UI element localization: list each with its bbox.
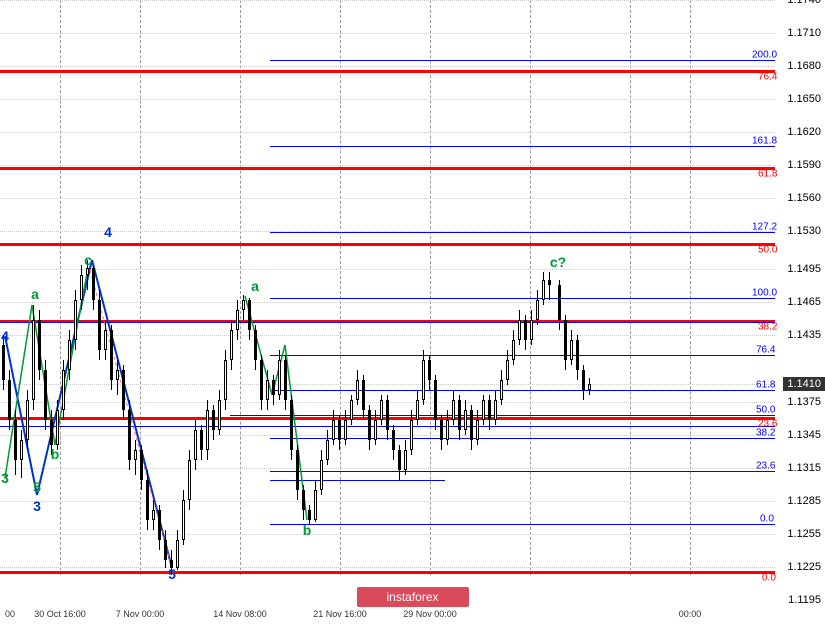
wave-label: 5 bbox=[168, 566, 176, 582]
fib-blue-label: 200.0 bbox=[752, 50, 777, 61]
chart-container: 43a53bc45abc? 76.461.850.038.223.60.0200… bbox=[0, 0, 825, 625]
fib-blue-label: 38.2 bbox=[756, 428, 775, 439]
wave-label: c? bbox=[550, 254, 566, 270]
plot-area: 43a53bc45abc? 76.461.850.038.223.60.0200… bbox=[0, 0, 775, 600]
y-tick-label: 1.1495 bbox=[787, 263, 821, 275]
fib-blue-label: 50.0 bbox=[756, 405, 775, 416]
y-tick-label: 1.1225 bbox=[787, 561, 821, 573]
fib-blue-label: 161.8 bbox=[752, 136, 777, 147]
fib-blue-label: 23.6 bbox=[756, 461, 775, 472]
wave-label: 5 bbox=[33, 479, 41, 495]
y-tick-label: 1.1530 bbox=[787, 225, 821, 237]
y-tick-label: 1.1315 bbox=[787, 462, 821, 474]
wave-lines-svg bbox=[0, 0, 775, 600]
fib-red-label: 0.0 bbox=[762, 573, 776, 584]
y-tick-label: 1.1285 bbox=[787, 495, 821, 507]
x-tick-label: 21 Nov 16:00 bbox=[313, 609, 367, 619]
current-price-box: 1.1410 bbox=[783, 377, 825, 391]
watermark-logo: instaforex bbox=[356, 587, 468, 607]
wave-label: c bbox=[84, 252, 92, 268]
y-tick-label: 1.1375 bbox=[787, 396, 821, 408]
fib-blue-label: 76.4 bbox=[756, 345, 775, 356]
fib-blue-label: 0.0 bbox=[760, 514, 774, 525]
wave-label: 3 bbox=[1, 470, 9, 486]
wave-label: a bbox=[251, 278, 259, 294]
y-tick-label: 1.1345 bbox=[787, 429, 821, 441]
wave-label: a bbox=[31, 286, 39, 302]
wave-label: 4 bbox=[1, 328, 9, 344]
x-tick-label: 29 Nov 00:00 bbox=[403, 609, 457, 619]
wave-label: b bbox=[51, 446, 60, 462]
x-tick-label: 00 bbox=[5, 609, 15, 619]
y-axis: 1.1740 1.1710 1.1680 1.1650 1.1620 1.1590 1.15… bbox=[775, 0, 825, 600]
y-tick-label: 1.1590 bbox=[787, 159, 821, 171]
y-tick-label: 1.1680 bbox=[787, 60, 821, 72]
y-tick-label: 1.1620 bbox=[787, 126, 821, 138]
wave-label: b bbox=[303, 522, 312, 538]
y-tick-label: 1.1650 bbox=[787, 93, 821, 105]
y-tick-label: 1.1255 bbox=[787, 528, 821, 540]
x-tick-label: 7 Nov 00:00 bbox=[116, 609, 165, 619]
fib-blue-label: 61.8 bbox=[756, 380, 775, 391]
y-tick-label: 1.1465 bbox=[787, 296, 821, 308]
y-tick-label: 1.1740 bbox=[787, 0, 821, 6]
y-tick-label: 1.1710 bbox=[787, 27, 821, 39]
y-tick-label: 1.1560 bbox=[787, 192, 821, 204]
y-tick-label: 1.1435 bbox=[787, 329, 821, 341]
fib-blue-label: 100.0 bbox=[752, 288, 777, 299]
x-tick-label: 00:00 bbox=[679, 609, 702, 619]
wave-label: 4 bbox=[104, 224, 112, 240]
x-tick-label: 14 Nov 08:00 bbox=[213, 609, 267, 619]
wave-label: 3 bbox=[33, 498, 41, 514]
x-tick-label: 30 Oct 16:00 bbox=[34, 609, 86, 619]
fib-blue-label: 127.2 bbox=[752, 222, 777, 233]
y-tick-label: 1.1195 bbox=[788, 594, 821, 606]
